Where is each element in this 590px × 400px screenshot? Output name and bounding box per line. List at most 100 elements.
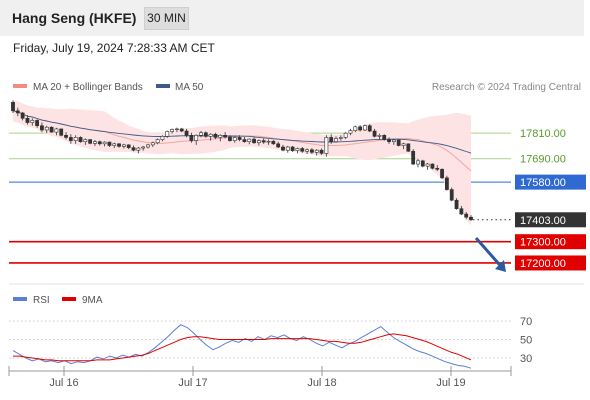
candle-body bbox=[459, 208, 464, 215]
candle bbox=[228, 135, 232, 142]
candle-body bbox=[213, 133, 218, 138]
candle bbox=[117, 143, 121, 148]
legend-ma50-label: MA 50 bbox=[175, 82, 204, 93]
instrument-title: Hang Seng (HKFE) bbox=[12, 10, 137, 26]
candle bbox=[324, 135, 329, 157]
candle-body bbox=[160, 136, 165, 140]
x-ticks: Jul 16 Jul 17 Jul 18 Jul 19 bbox=[49, 366, 466, 389]
candle-body bbox=[329, 137, 334, 142]
candle-body bbox=[334, 138, 338, 142]
timeframe-button[interactable]: 30 MIN bbox=[144, 7, 189, 30]
candle bbox=[285, 145, 290, 153]
candle-body bbox=[416, 160, 420, 165]
candle-body bbox=[338, 137, 343, 139]
legend-ma50-swatch bbox=[156, 84, 170, 88]
candle bbox=[83, 138, 88, 145]
candle-body bbox=[425, 163, 430, 167]
candle-body bbox=[276, 143, 281, 148]
candle-body bbox=[377, 135, 382, 137]
bollinger-band bbox=[13, 100, 471, 226]
candle bbox=[247, 138, 252, 145]
candle-body bbox=[20, 112, 25, 119]
candle-body bbox=[175, 128, 179, 131]
price-legend: MA 20 + Bollinger Bands MA 50 Research ©… bbox=[13, 82, 581, 93]
candle-body bbox=[363, 125, 367, 131]
candle bbox=[35, 119, 40, 128]
candle-body bbox=[73, 137, 78, 141]
candle bbox=[150, 141, 155, 148]
candle-body bbox=[136, 147, 141, 151]
level-label-box bbox=[515, 255, 586, 271]
candle bbox=[396, 139, 401, 147]
candle-body bbox=[358, 126, 363, 131]
candle-body bbox=[11, 102, 15, 112]
candle-body bbox=[406, 143, 411, 152]
candle-body bbox=[131, 147, 136, 151]
candle-body bbox=[30, 120, 35, 123]
arrow-shaft bbox=[474, 237, 504, 269]
candle bbox=[155, 138, 160, 145]
candle-body bbox=[449, 189, 454, 201]
candle bbox=[464, 211, 469, 220]
candle-body bbox=[314, 149, 319, 153]
candle bbox=[300, 147, 305, 153]
candle bbox=[141, 145, 146, 151]
candle bbox=[112, 142, 117, 149]
candle-body bbox=[430, 163, 435, 169]
level-label-support: 17300.00 bbox=[520, 237, 566, 249]
rsi-tick-label: 70 bbox=[520, 316, 532, 328]
candle bbox=[78, 136, 83, 143]
candle bbox=[107, 141, 112, 148]
candle-body bbox=[107, 141, 112, 146]
candle bbox=[208, 133, 213, 141]
candle-body bbox=[305, 149, 309, 152]
datetime-label: Friday, July 19, 2024 7:28:33 AM CET bbox=[13, 41, 215, 55]
candle-body bbox=[146, 144, 150, 148]
candle bbox=[358, 125, 363, 132]
candle-body bbox=[247, 138, 252, 142]
candle-body bbox=[444, 177, 449, 190]
candle-body bbox=[126, 144, 131, 148]
candle bbox=[261, 138, 266, 144]
candle bbox=[334, 136, 338, 143]
candle bbox=[281, 144, 285, 152]
legend-ma9-swatch bbox=[62, 297, 76, 301]
candle-body bbox=[324, 137, 329, 154]
level-label-box bbox=[515, 174, 586, 190]
candle bbox=[469, 215, 473, 221]
price-pane: 17810.00 17690.00 17580.00 17403.00 17300.00… bbox=[9, 97, 586, 280]
candle bbox=[319, 148, 324, 155]
x-tick-label: Jul 16 bbox=[49, 377, 78, 389]
candle bbox=[44, 125, 49, 134]
candles bbox=[11, 100, 473, 221]
level-label-box bbox=[515, 151, 586, 167]
candle-body bbox=[88, 139, 93, 144]
candle-body bbox=[469, 216, 473, 221]
candle bbox=[338, 135, 343, 141]
candle-body bbox=[97, 141, 102, 145]
candle bbox=[290, 145, 295, 152]
rsi-legend: RSI 9MA bbox=[13, 295, 103, 306]
legend-rsi-swatch bbox=[13, 297, 27, 301]
candle bbox=[203, 131, 208, 138]
candle bbox=[348, 128, 353, 136]
candle-body bbox=[464, 213, 469, 218]
candle bbox=[88, 139, 93, 145]
candle bbox=[93, 139, 97, 146]
legend-bb-swatch bbox=[13, 84, 27, 88]
candle-body bbox=[155, 139, 160, 144]
candle-body bbox=[310, 149, 314, 153]
candle-body bbox=[391, 139, 396, 142]
candle bbox=[218, 134, 223, 142]
candle-body bbox=[295, 148, 300, 151]
level-label-box bbox=[515, 234, 586, 250]
candle-body bbox=[440, 169, 444, 179]
candle-body bbox=[396, 139, 401, 146]
candle bbox=[382, 134, 387, 141]
candle-body bbox=[93, 141, 97, 144]
candle-body bbox=[54, 128, 59, 133]
rsi-pane: 70 50 30 bbox=[9, 316, 532, 369]
candle bbox=[40, 122, 44, 133]
